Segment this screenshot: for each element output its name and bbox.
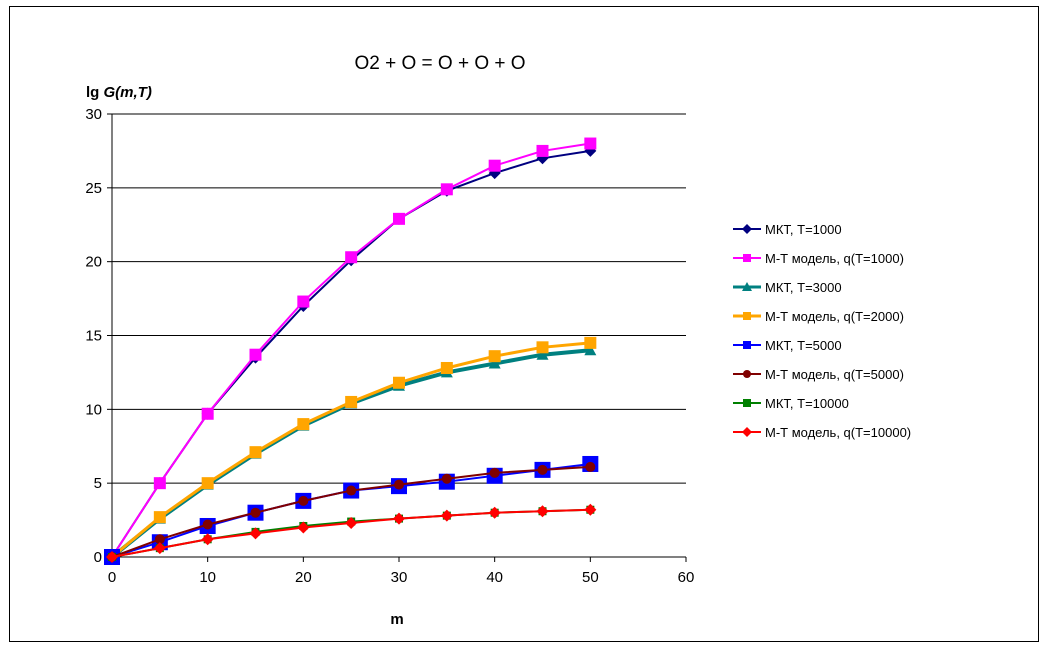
data-point	[153, 511, 166, 524]
data-point	[536, 144, 549, 157]
data-point	[201, 407, 214, 420]
legend-label: МКТ, T=1000	[765, 222, 842, 237]
y-tick-label: 10	[85, 401, 102, 418]
legend-marker	[743, 254, 751, 262]
data-point	[394, 479, 404, 490]
data-point	[297, 418, 310, 431]
data-point	[297, 521, 310, 534]
legend-label: МКТ, T=3000	[765, 280, 842, 295]
data-point	[584, 344, 597, 356]
y-tick-label: 0	[94, 549, 102, 566]
data-point	[201, 533, 214, 546]
x-tick-label: 60	[678, 569, 695, 586]
legend-item: МКТ, T=10000	[733, 396, 849, 411]
data-point	[298, 495, 309, 506]
y-tick-label: 15	[85, 328, 102, 345]
data-point	[537, 464, 548, 475]
data-point	[249, 527, 262, 540]
x-tick-label: 40	[486, 569, 503, 586]
data-point	[393, 512, 405, 525]
x-tick-label: 0	[108, 569, 116, 586]
legend-item: М-Т модель, q(T=5000)	[733, 367, 904, 382]
y-tick-label: 30	[85, 106, 102, 123]
data-point	[585, 461, 596, 472]
legend-marker	[743, 341, 751, 349]
data-point	[488, 506, 501, 519]
series-group	[104, 137, 599, 565]
data-point	[440, 361, 453, 374]
y-axis-title: lg G(m,T)	[86, 84, 152, 101]
y-tick-label: 5	[94, 475, 102, 492]
x-tick-label: 30	[391, 569, 408, 586]
data-point	[488, 350, 501, 363]
legend-marker	[743, 312, 751, 320]
chart-title: O2 + O = O + O + O	[354, 53, 525, 74]
legend-item: МКТ, T=3000	[733, 280, 842, 295]
data-point	[202, 519, 213, 530]
legend-label: М-Т модель, q(T=10000)	[765, 425, 911, 440]
data-point	[345, 517, 358, 530]
legend-item: МКТ, T=1000	[733, 222, 842, 237]
x-tick-label: 50	[582, 569, 599, 586]
data-point	[488, 159, 501, 172]
legend-marker	[743, 370, 751, 378]
data-point	[153, 542, 166, 555]
legend-item: М-Т модель, q(T=1000)	[733, 251, 904, 266]
data-point	[584, 336, 597, 349]
legend-item: МКТ, T=5000	[733, 338, 842, 353]
y-axis-title-symbol: G(m,T)	[104, 84, 152, 101]
data-point	[441, 473, 452, 484]
legend-marker	[743, 399, 751, 407]
y-axis-title-prefix: lg	[86, 84, 104, 101]
data-point	[488, 357, 501, 369]
data-point	[346, 485, 357, 496]
data-point	[297, 295, 310, 308]
data-point	[249, 348, 262, 361]
data-point	[393, 212, 405, 225]
legend-label: МКТ, T=5000	[765, 338, 842, 353]
data-point	[106, 551, 118, 563]
data-point	[249, 446, 262, 459]
data-point	[345, 251, 358, 264]
data-point	[201, 477, 214, 490]
legend-marker	[742, 224, 752, 234]
tick-labels: 0 5 10 15 20 25 30 0 10 20 30 40 50 60	[85, 106, 694, 586]
data-point	[489, 467, 500, 478]
legend-item: М-Т модель, q(T=2000)	[733, 309, 904, 324]
data-point	[584, 503, 597, 516]
data-point	[536, 505, 549, 518]
legend-marker	[742, 282, 752, 291]
legend-marker	[742, 427, 752, 437]
data-point	[345, 395, 358, 408]
data-point	[440, 509, 453, 522]
x-axis-title: m	[390, 611, 403, 628]
data-point	[153, 477, 166, 490]
y-tick-label: 25	[85, 180, 102, 197]
legend-label: М-Т модель, q(T=1000)	[765, 251, 904, 266]
legend-label: М-Т модель, q(T=2000)	[765, 309, 904, 324]
x-tick-label: 10	[199, 569, 216, 586]
series-1	[106, 144, 597, 563]
data-point	[393, 376, 405, 389]
y-tick-label: 20	[85, 254, 102, 271]
data-point	[584, 137, 597, 150]
data-point	[250, 507, 261, 518]
legend-label: МКТ, T=10000	[765, 396, 849, 411]
legend-item: М-Т модель, q(T=10000)	[733, 425, 911, 440]
data-point	[536, 341, 549, 354]
data-point	[154, 534, 165, 545]
data-point	[536, 348, 549, 360]
legend-label: М-Т модель, q(T=5000)	[765, 367, 904, 382]
series-5	[104, 455, 599, 565]
series-4	[106, 336, 597, 563]
x-tick-label: 20	[295, 569, 312, 586]
data-point	[440, 183, 453, 196]
legend: МКТ, T=1000 М-Т модель, q(T=1000) МКТ, T=3…	[733, 222, 911, 440]
series-8	[106, 503, 597, 563]
